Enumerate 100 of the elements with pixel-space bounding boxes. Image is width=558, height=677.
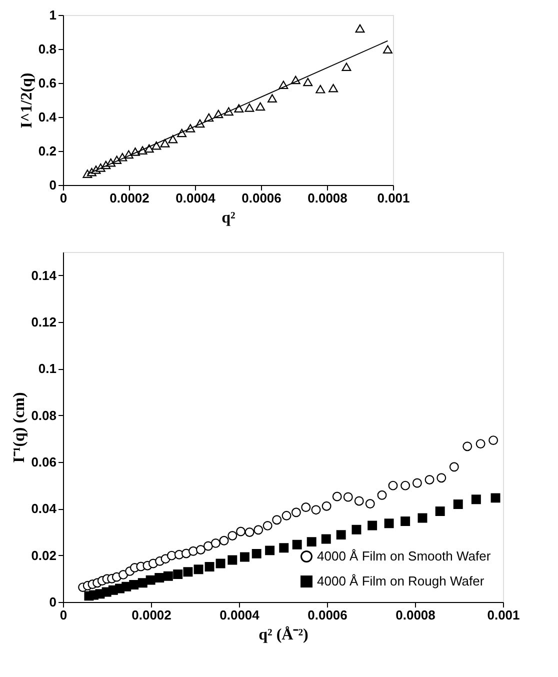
y-tick-label: 1	[49, 8, 56, 22]
point	[210, 538, 220, 548]
point	[328, 84, 338, 92]
point	[118, 570, 128, 580]
x-tick-label: 0.0002	[132, 608, 172, 622]
point	[400, 480, 410, 490]
point	[163, 571, 173, 581]
point	[322, 501, 332, 511]
point	[343, 492, 353, 502]
x-axis-title: q² (Å⁻²)	[258, 626, 308, 644]
x-tick-label: 0.001	[377, 190, 410, 206]
point	[228, 531, 238, 540]
legend-label: 4000 Å Film on Smooth Wafer	[317, 548, 492, 564]
point	[476, 439, 486, 449]
x-tick-label: 0.0002	[110, 190, 150, 206]
point	[382, 45, 392, 54]
point	[146, 575, 156, 585]
point	[365, 499, 375, 508]
point	[412, 478, 422, 488]
point	[490, 493, 500, 503]
point	[368, 520, 378, 530]
y-tick-label: 0	[49, 594, 56, 610]
point	[203, 541, 213, 551]
point	[377, 490, 387, 500]
point	[316, 84, 326, 94]
point	[154, 573, 164, 582]
point	[332, 492, 342, 502]
point	[418, 513, 428, 523]
point	[173, 570, 183, 579]
point	[219, 536, 229, 546]
point	[183, 567, 193, 577]
legend-label: 4000 Å Film on Rough Wafer	[317, 574, 485, 588]
point	[311, 505, 321, 515]
point	[388, 480, 398, 490]
point	[138, 578, 148, 588]
x-tick-label: 0.001	[487, 608, 520, 622]
y-tick-label: 0.14	[31, 268, 58, 283]
point	[436, 473, 446, 483]
point	[354, 496, 364, 506]
x-tick-label: 0	[60, 608, 68, 622]
point	[336, 530, 346, 540]
point	[236, 526, 246, 536]
point	[160, 139, 170, 148]
point	[303, 78, 313, 86]
point	[272, 515, 282, 525]
point	[488, 436, 498, 446]
point	[449, 462, 459, 472]
point	[435, 506, 445, 516]
y-tick-label: 0.1	[38, 361, 56, 376]
point	[279, 543, 289, 553]
point	[342, 62, 352, 72]
y-tick-label: 0.04	[31, 501, 58, 516]
point	[256, 102, 266, 111]
point	[188, 546, 198, 556]
x-axis-title: q²	[222, 210, 236, 226]
point	[282, 510, 292, 520]
point	[352, 524, 362, 534]
point	[321, 534, 331, 544]
point	[254, 525, 264, 535]
point	[129, 580, 139, 590]
x-tick-label: 0.0004	[176, 190, 216, 206]
x-tick-label: 0.0004	[220, 608, 260, 622]
point	[267, 94, 277, 102]
x-tick-label: 0.0006	[308, 608, 348, 622]
point	[471, 494, 481, 504]
y-tick-label: 0.12	[31, 314, 56, 330]
y-tick-label: 0.8	[38, 42, 56, 56]
point	[194, 564, 204, 574]
point	[301, 502, 311, 512]
y-tick-label: 0.4	[38, 110, 58, 124]
point	[462, 442, 472, 452]
x-tick-label: 0.0006	[242, 190, 282, 206]
y-tick-label: 0.02	[31, 548, 56, 563]
point	[400, 516, 410, 526]
x-tick-label: 0.0008	[396, 608, 436, 622]
y-axis-title: I⁻¹(q) (cm)	[11, 392, 28, 463]
point	[291, 508, 301, 518]
x-tick-label: 0	[60, 190, 68, 206]
point	[424, 475, 434, 484]
y-tick-label: 0	[49, 178, 56, 192]
point	[168, 134, 178, 144]
point	[244, 528, 254, 537]
point	[384, 518, 394, 528]
point	[216, 558, 226, 568]
point	[252, 548, 262, 558]
point	[453, 500, 463, 509]
point	[240, 552, 250, 562]
point	[306, 537, 316, 547]
point	[262, 520, 272, 530]
point	[292, 540, 302, 550]
y-tick-label: 0.6	[38, 76, 56, 90]
point	[144, 144, 154, 153]
y-tick-label: 0.06	[31, 454, 56, 470]
point	[244, 103, 254, 112]
point	[196, 545, 206, 554]
point	[228, 555, 238, 565]
y-tick-label: 0.08	[31, 408, 56, 423]
x-tick-label: 0.0008	[308, 190, 348, 206]
point	[204, 562, 214, 572]
point	[265, 546, 275, 556]
